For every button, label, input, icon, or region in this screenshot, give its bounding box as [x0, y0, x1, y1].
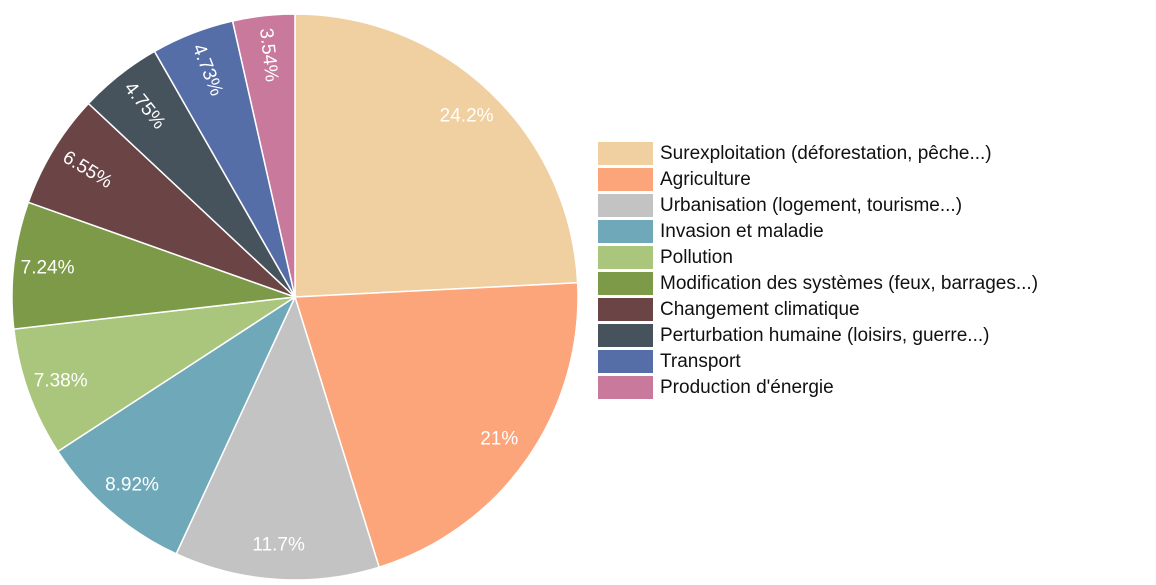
legend-swatch [598, 324, 653, 347]
legend-swatch [598, 246, 653, 269]
pie-slice [175, 294, 381, 581]
pie-slice [56, 294, 297, 555]
slice-label: 8.92% [105, 474, 159, 495]
legend-swatch [598, 350, 653, 373]
legend-swatch [598, 220, 653, 243]
legend-label: Production d'énergie [660, 377, 834, 398]
legend-label: Agriculture [660, 169, 751, 190]
legend-label: Perturbation humaine (loisirs, guerre...… [660, 325, 989, 346]
pie-slice [293, 281, 579, 569]
legend-label: Changement climatique [660, 299, 860, 320]
slice-label: 11.7% [252, 535, 305, 556]
pie-slice [231, 13, 296, 298]
slice-label: 7.38% [34, 370, 88, 391]
legend-swatch [598, 168, 653, 191]
legend-swatch [598, 142, 653, 165]
legend-label: Surexploitation (déforestation, pêche...… [660, 143, 992, 164]
pie-slice [12, 296, 296, 453]
legend-label: Urbanisation (logement, tourisme...) [660, 195, 962, 216]
pie-slice [11, 201, 296, 330]
legend-label: Modification des systèmes (feux, barrage… [660, 273, 1038, 294]
legend-swatch [598, 272, 653, 295]
legend-label: Invasion et maladie [660, 221, 824, 242]
legend-swatch [598, 376, 653, 399]
slice-label: 7.24% [21, 258, 75, 279]
legend-label: Transport [660, 351, 741, 372]
pie-slice [27, 102, 296, 298]
slice-label: 24.2% [440, 106, 494, 127]
pie-slice [294, 13, 579, 298]
legend-label: Pollution [660, 247, 733, 268]
slice-label: 21% [480, 429, 518, 450]
legend-swatch [598, 298, 653, 321]
legend-swatch [598, 194, 653, 217]
